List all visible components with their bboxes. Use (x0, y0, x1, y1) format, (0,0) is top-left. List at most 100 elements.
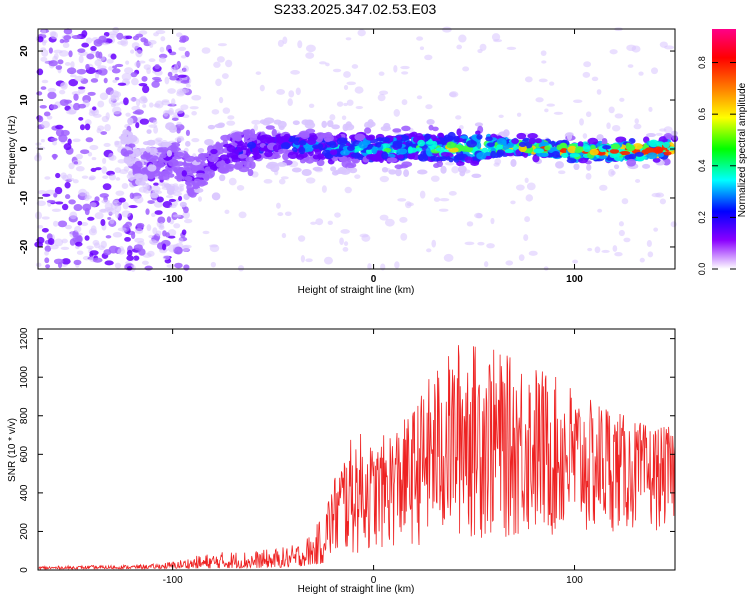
heatmap-cell (89, 202, 97, 208)
heatmap-cell (364, 127, 372, 134)
heatmap-cell (149, 102, 154, 108)
heatmap-cell (277, 39, 284, 48)
heatmap-cell (73, 259, 82, 266)
heatmap-cell (104, 202, 113, 211)
heatmap-cell (183, 264, 190, 271)
heatmap-cell (417, 139, 426, 147)
heatmap-cell (277, 162, 287, 167)
y-tick-label: 1000 (19, 366, 30, 389)
heatmap-cell (124, 236, 131, 242)
heatmap-cell (109, 218, 115, 225)
heatmap-cell (202, 230, 210, 235)
heatmap-cell (523, 234, 529, 241)
heatmap-cell (105, 112, 110, 120)
heatmap-cell (585, 111, 592, 118)
heatmap-cell (587, 137, 599, 145)
heatmap-cell (121, 72, 132, 81)
spectrogram-heat (34, 26, 679, 272)
heatmap-cell (626, 144, 636, 152)
heatmap-cell (79, 124, 85, 131)
heatmap-cell (179, 185, 185, 192)
heatmap-cell (394, 261, 400, 269)
heatmap-cell (47, 237, 55, 246)
heatmap-cell (207, 154, 219, 163)
heatmap-cell (540, 141, 550, 147)
heatmap-cell (73, 203, 83, 212)
heatmap-cell (110, 53, 117, 60)
heatmap-cell (131, 42, 140, 49)
heatmap-cell (184, 50, 190, 58)
heatmap-cell (63, 28, 73, 35)
heatmap-cell (148, 124, 158, 128)
heatmap-cell (300, 255, 305, 263)
heatmap-cell (100, 131, 108, 135)
heatmap-cell (159, 46, 165, 53)
heatmap-cell (82, 203, 92, 212)
heatmap-cell (585, 172, 592, 180)
heatmap-cell (168, 198, 177, 203)
heatmap-cell (117, 248, 126, 255)
heatmap-cell (474, 122, 484, 127)
heatmap-cell (90, 225, 97, 234)
heatmap-cell (245, 156, 255, 163)
snr-x-label: Height of straight line (km) (298, 584, 415, 595)
x-tick-label: -100 (163, 575, 183, 586)
heatmap-cell (37, 225, 44, 229)
heatmap-cell (65, 224, 72, 230)
heatmap-cell (172, 214, 182, 218)
heatmap-cell (150, 185, 161, 193)
heatmap-cell (321, 120, 328, 128)
heatmap-cell (48, 60, 58, 67)
heatmap-cell (151, 212, 156, 217)
heatmap-cell (124, 67, 134, 74)
heatmap-cell (197, 148, 205, 154)
heatmap-cell (101, 42, 110, 46)
heatmap-cell (476, 134, 483, 140)
heatmap-cell (111, 102, 121, 106)
heatmap-cell (471, 173, 482, 179)
heatmap-cell (587, 247, 593, 252)
heatmap-cell (97, 100, 105, 108)
heatmap-cell (55, 201, 64, 205)
heatmap-cell (533, 148, 544, 154)
heatmap-cell (161, 100, 170, 106)
heatmap-cell (114, 262, 122, 269)
heatmap-cell (91, 156, 97, 161)
x-tick-label: 0 (371, 274, 377, 285)
heatmap-cell (76, 68, 87, 75)
heatmap-cell (142, 141, 150, 146)
heatmap-cell (95, 51, 101, 58)
heatmap-cell (169, 204, 177, 209)
heatmap-cell (134, 195, 144, 204)
heatmap-cell (68, 199, 76, 205)
heatmap-cell (198, 196, 203, 202)
heatmap-cell (87, 216, 95, 221)
heatmap-cell (572, 259, 579, 264)
heatmap-cell (446, 141, 455, 149)
heatmap-cell (158, 57, 167, 63)
heatmap-cell (93, 242, 101, 249)
heatmap-cell (334, 169, 343, 175)
heatmap-cell (251, 119, 261, 125)
heatmap-cell (84, 196, 90, 201)
heatmap-cell (428, 124, 434, 131)
heatmap-cell (197, 179, 207, 187)
heatmap-cell (48, 47, 53, 54)
heatmap-cell (35, 262, 42, 268)
heatmap-cell (633, 143, 643, 150)
heatmap-cell (354, 133, 366, 141)
heatmap-cell (146, 224, 152, 232)
heatmap-cell (212, 144, 223, 151)
y-tick-label: 400 (19, 484, 30, 501)
heatmap-cell (199, 161, 206, 167)
heatmap-cell (182, 211, 190, 219)
heatmap-cell (323, 256, 333, 265)
heatmap-cell (670, 130, 678, 136)
heatmap-cell (145, 146, 152, 153)
heatmap-cell (100, 219, 106, 227)
heatmap-cell (63, 143, 72, 151)
heatmap-cell (515, 149, 522, 156)
heatmap-cell (653, 146, 664, 154)
heatmap-cell (615, 136, 627, 143)
